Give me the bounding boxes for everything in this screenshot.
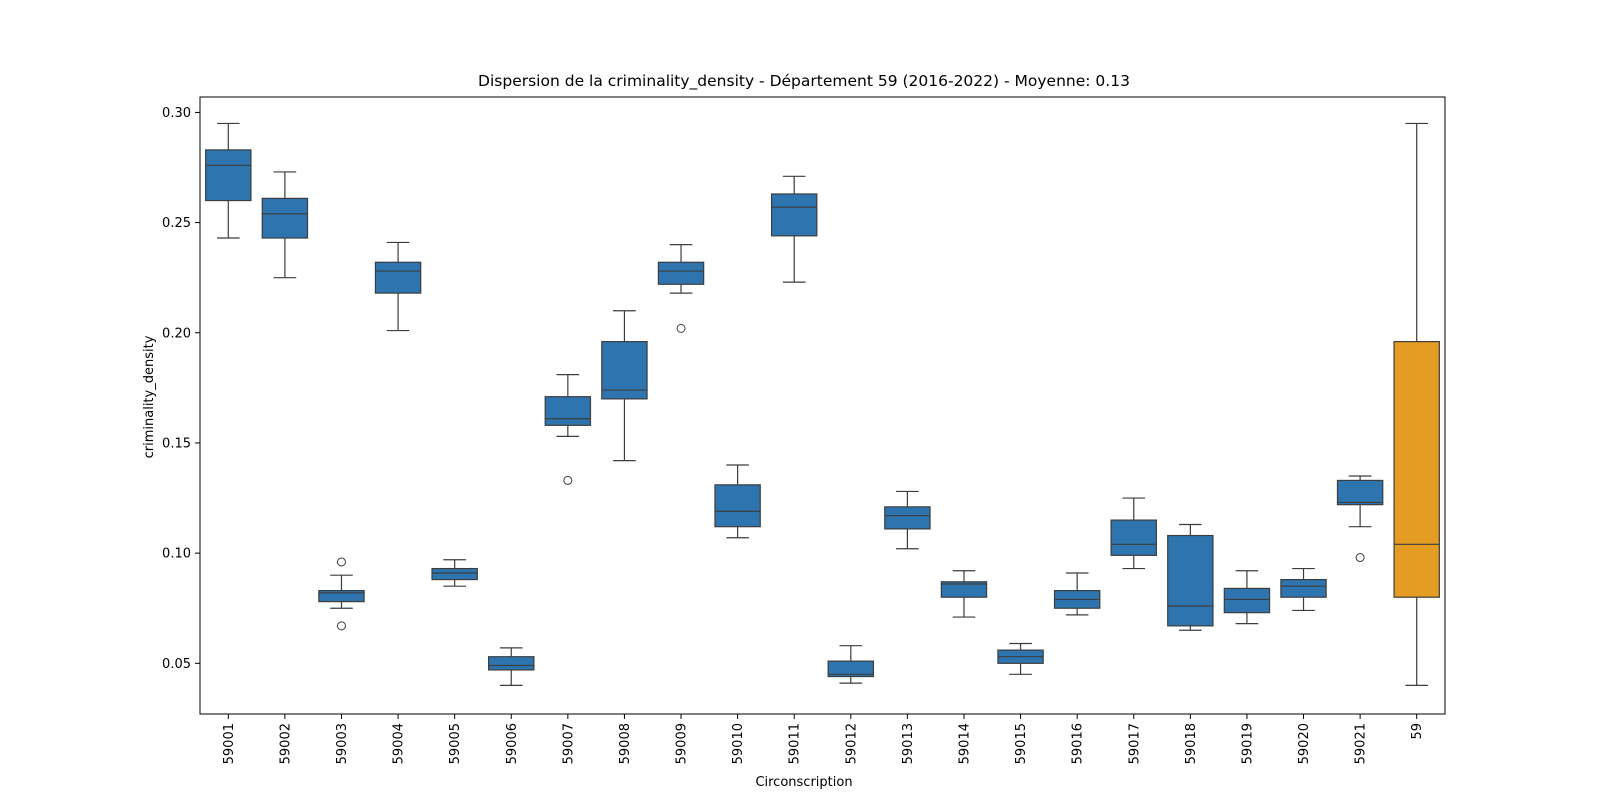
outlier-59003-1 xyxy=(336,621,346,631)
x-tick-label-59005: 59005 xyxy=(448,723,463,764)
iqr-box-59005 xyxy=(431,567,478,581)
outlier-59021-0 xyxy=(1355,553,1365,563)
box-59015 xyxy=(997,642,1044,675)
iqr-box-59011 xyxy=(770,193,818,237)
x-tick-label-59019: 59019 xyxy=(1240,723,1255,764)
chart-title: Dispersion de la criminality_density - D… xyxy=(478,72,1130,91)
iqr-box-59007 xyxy=(544,396,592,426)
y-axis-title: criminality_density xyxy=(142,335,157,458)
x-tick-label-59017: 59017 xyxy=(1127,723,1142,764)
iqr-box-59019 xyxy=(1223,587,1271,614)
iqr-box-59021 xyxy=(1336,479,1384,506)
x-tick-label-59020: 59020 xyxy=(1297,723,1312,764)
x-tick-label-59004: 59004 xyxy=(392,723,407,764)
x-axis-title: Circonscription xyxy=(755,775,852,790)
outlier-59003-0 xyxy=(336,557,346,567)
box-59009 xyxy=(657,244,705,333)
iqr-box-59012 xyxy=(827,660,875,678)
box-59018 xyxy=(1167,523,1214,631)
x-tick-label-59018: 59018 xyxy=(1184,723,1199,764)
y-tick-label-3: 0.20 xyxy=(162,326,191,341)
x-tick-label-59006: 59006 xyxy=(505,723,520,764)
box-59004 xyxy=(374,241,422,332)
box-59021 xyxy=(1336,475,1384,563)
iqr-box-59008 xyxy=(601,340,648,400)
y-tick-label-4: 0.25 xyxy=(162,216,191,231)
iqr-box-59003 xyxy=(318,589,365,603)
iqr-box-59006 xyxy=(488,656,535,671)
x-tick-label-59009: 59009 xyxy=(675,723,690,764)
box-59006 xyxy=(488,647,535,686)
x-axis: 59001 59002 59003 59004 59005 59006 59007 59008… xyxy=(222,714,1425,764)
iqr-box-59004 xyxy=(374,261,422,294)
iqr-box-59017 xyxy=(1110,519,1157,556)
x-tick-label-59002: 59002 xyxy=(278,723,293,764)
y-tick-label-5: 0.30 xyxy=(162,106,191,121)
x-tick-label-59007: 59007 xyxy=(561,723,576,764)
outlier-59009-0 xyxy=(676,323,686,333)
iqr-box-59001 xyxy=(205,149,252,202)
plot-area xyxy=(199,96,1446,715)
x-tick-label-59015: 59015 xyxy=(1014,723,1029,764)
box-59016 xyxy=(1053,572,1101,616)
x-tick-label-59011: 59011 xyxy=(788,723,803,764)
box-59019 xyxy=(1223,570,1271,625)
x-tick-label-59001: 59001 xyxy=(222,723,237,764)
y-tick-label-1: 0.10 xyxy=(162,547,191,562)
box-59017 xyxy=(1110,497,1157,570)
x-tick-label-59021: 59021 xyxy=(1354,723,1369,764)
box-59014 xyxy=(940,570,988,618)
box-59011 xyxy=(770,175,818,283)
y-axis: 0.05 0.10 0.15 0.20 0.25 0.30 xyxy=(162,106,200,672)
x-tick-label-59: 59 xyxy=(1410,723,1425,740)
box-59020 xyxy=(1280,567,1327,612)
iqr-box-59 xyxy=(1393,340,1440,598)
y-tick-label-2: 0.15 xyxy=(162,436,191,451)
x-tick-label-59003: 59003 xyxy=(335,723,350,764)
x-tick-label-59010: 59010 xyxy=(731,723,746,764)
x-tick-label-59012: 59012 xyxy=(844,723,859,764)
x-tick-label-59014: 59014 xyxy=(957,723,972,764)
iqr-box-59010 xyxy=(714,484,761,528)
box-59012 xyxy=(827,645,875,684)
box-59005 xyxy=(431,559,478,587)
iqr-box-59009 xyxy=(657,261,705,285)
iqr-box-59018 xyxy=(1167,534,1214,627)
plot-frame xyxy=(199,96,1446,715)
y-tick-label-0: 0.05 xyxy=(162,657,191,672)
box-59007 xyxy=(544,374,592,485)
box-59003 xyxy=(318,557,365,631)
box-59 xyxy=(1393,122,1440,686)
x-tick-label-59016: 59016 xyxy=(1071,723,1086,764)
x-tick-label-59013: 59013 xyxy=(901,723,916,764)
box-59008 xyxy=(601,310,648,462)
box-59002 xyxy=(261,171,309,279)
x-tick-label-59008: 59008 xyxy=(618,723,633,764)
box-59013 xyxy=(884,490,931,550)
iqr-box-59002 xyxy=(261,197,309,239)
iqr-box-59014 xyxy=(940,581,988,598)
box-59010 xyxy=(714,464,761,539)
iqr-box-59020 xyxy=(1280,578,1327,598)
iqr-box-59013 xyxy=(884,506,931,530)
outlier-59007-0 xyxy=(563,475,573,485)
box-59001 xyxy=(205,122,252,239)
